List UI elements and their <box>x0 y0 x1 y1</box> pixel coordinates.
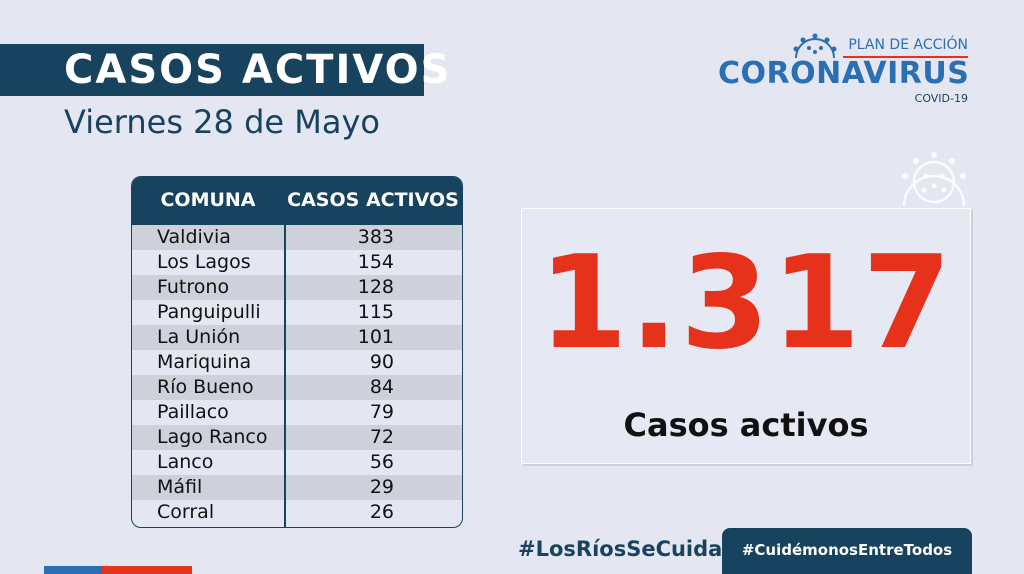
table-row: La Unión 101 <box>132 325 462 350</box>
comuna-name: Panguipulli <box>157 301 261 323</box>
casos-value: 79 <box>369 401 394 423</box>
comuna-name: Futrono <box>157 276 230 298</box>
cases-table: COMUNA CASOS ACTIVOS Valdivia 383 Los La… <box>131 176 463 528</box>
total-value: 1.317 <box>538 229 954 378</box>
comuna-name: Corral <box>157 501 215 523</box>
table-row: Lago Ranco 72 <box>132 425 462 450</box>
hashtag-cuidemonos: #CuidémonosEntreTodos <box>741 541 953 559</box>
logo-covid: COVID-19 <box>914 92 968 105</box>
table-row: Lanco 56 <box>132 450 462 475</box>
logo-underline <box>843 56 968 58</box>
casos-value: 115 <box>357 301 394 323</box>
column-divider <box>284 177 286 527</box>
total-card: 1.317 Casos activos <box>521 208 971 464</box>
comuna-name: Paillaco <box>157 401 229 423</box>
flag-stripe-blue <box>44 566 102 574</box>
comuna-name: Lanco <box>157 451 214 473</box>
virus-icon <box>793 33 837 59</box>
table-row: Río Bueno 84 <box>132 375 462 400</box>
casos-value: 383 <box>357 226 394 248</box>
virus-icon <box>902 152 966 207</box>
comuna-name: Los Lagos <box>157 251 251 273</box>
comuna-name: La Unión <box>157 326 241 348</box>
casos-value: 128 <box>357 276 394 298</box>
casos-value: 26 <box>369 501 394 523</box>
comuna-name: Mariquina <box>157 351 252 373</box>
page-title: CASOS ACTIVOS <box>64 47 452 93</box>
table-header: COMUNA CASOS ACTIVOS <box>132 177 462 225</box>
casos-value: 56 <box>369 451 394 473</box>
logo-coronavirus: CORONAVIRUS <box>718 56 970 91</box>
table-row: Panguipulli 115 <box>132 300 462 325</box>
table-row: Los Lagos 154 <box>132 250 462 275</box>
table-row: Máfil 29 <box>132 475 462 500</box>
hashtag-los-rios: #LosRíosSeCuida <box>518 537 723 561</box>
table-row: Corral 26 <box>132 500 462 525</box>
table-row: Valdivia 383 <box>132 225 462 250</box>
comuna-name: Valdivia <box>157 226 231 248</box>
table-row: Mariquina 90 <box>132 350 462 375</box>
date-subtitle: Viernes 28 de Mayo <box>64 103 380 141</box>
casos-value: 101 <box>357 326 394 348</box>
casos-value: 154 <box>357 251 394 273</box>
comuna-name: Lago Ranco <box>157 426 268 448</box>
table-row: Futrono 128 <box>132 275 462 300</box>
casos-value: 29 <box>369 476 394 498</box>
comuna-name: Río Bueno <box>157 376 254 398</box>
flag-stripe-red <box>102 566 192 574</box>
table-row: Paillaco 79 <box>132 400 462 425</box>
total-label: Casos activos <box>623 406 869 444</box>
title-banner <box>0 44 424 96</box>
logo-plan-text: PLAN DE ACCIÓN <box>848 37 968 53</box>
casos-value: 84 <box>369 376 394 398</box>
casos-value: 90 <box>369 351 394 373</box>
column-header-comuna: COMUNA <box>160 189 256 211</box>
hashtag-badge <box>722 528 972 574</box>
column-header-casos: CASOS ACTIVOS <box>287 189 459 211</box>
comuna-name: Máfil <box>157 476 203 498</box>
casos-value: 72 <box>369 426 394 448</box>
